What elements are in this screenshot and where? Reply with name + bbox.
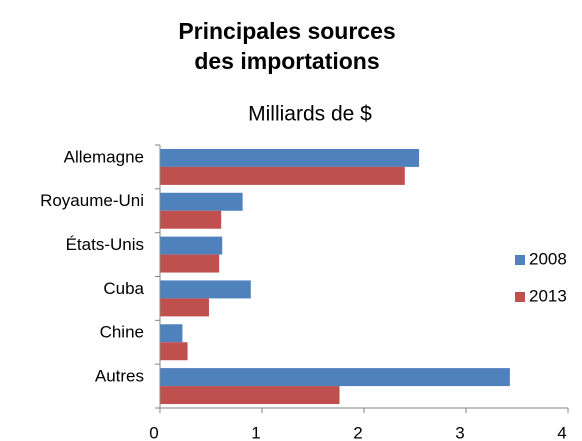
x-tick-label: 4 — [557, 423, 566, 441]
bar — [160, 254, 220, 273]
legend-swatch — [515, 292, 525, 302]
y-tick-label: Allemagne — [64, 147, 144, 166]
bar — [160, 166, 405, 185]
legend-swatch — [515, 255, 525, 265]
bar — [160, 368, 510, 387]
chart-title: des importations — [194, 48, 379, 74]
bar — [160, 280, 251, 299]
y-tick-label: Royaume-Uni — [40, 191, 144, 210]
legend-label: 2008 — [529, 249, 567, 268]
bar — [160, 386, 340, 405]
bar — [160, 298, 209, 317]
x-tick-label: 3 — [455, 423, 464, 441]
y-tick-label: Autres — [95, 367, 144, 386]
legend-label: 2013 — [529, 286, 567, 305]
chart-subtitle: Milliards de $ — [248, 103, 372, 126]
x-tick-label: 2 — [353, 423, 362, 441]
bar — [160, 192, 243, 211]
bar — [160, 210, 222, 229]
bar — [160, 236, 223, 255]
chart-title: Principales sources — [178, 18, 395, 44]
y-tick-label: Chine — [100, 323, 144, 342]
bar — [160, 148, 420, 167]
bar — [160, 342, 188, 361]
y-tick-label: États-Unis — [66, 235, 144, 254]
x-tick-label: 0 — [149, 423, 158, 441]
bar — [160, 324, 183, 343]
x-tick-label: 1 — [251, 423, 260, 441]
y-tick-label: Cuba — [103, 279, 144, 298]
